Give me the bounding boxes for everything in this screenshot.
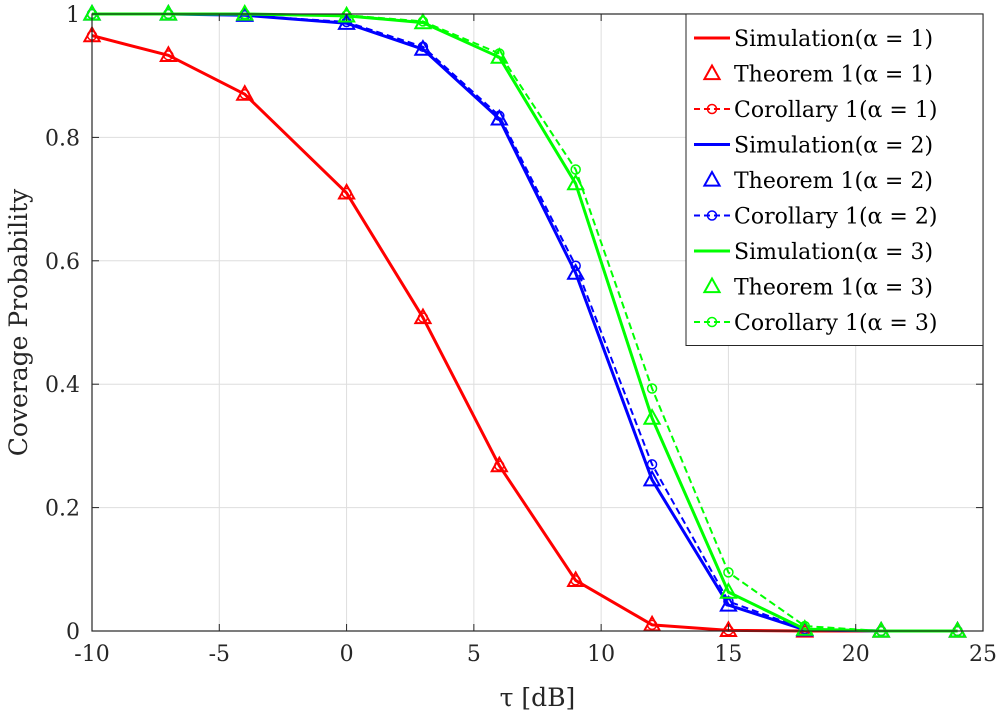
legend-entry: Theorem 1(α = 3) <box>702 276 933 301</box>
legend-label: Corollary 1(α = 1) <box>734 98 937 123</box>
legend-triangle-marker <box>702 169 722 187</box>
y-tick-label: 0.6 <box>45 250 80 275</box>
legend-entry: Simulation(α = 1) <box>694 27 933 52</box>
x-tick-label: 20 <box>842 642 870 667</box>
y-tick-label: 0.2 <box>45 497 80 522</box>
circle-marker <box>723 567 734 578</box>
legend-entry: Corollary 1(α = 1) <box>694 98 937 123</box>
triangle-marker <box>235 84 255 101</box>
y-tick-label: 1 <box>66 3 80 28</box>
triangle-marker <box>566 263 585 280</box>
triangle-marker <box>642 408 662 425</box>
x-tick-label: 0 <box>340 642 354 667</box>
tick-labels: -10 -5 0 5 10 15 20 25 0 0.2 0.4 0.6 0.8 1 <box>45 3 997 667</box>
y-axis-label: Coverage Probability <box>4 188 33 456</box>
triangle-marker <box>642 469 662 487</box>
triangle-marker <box>490 47 509 64</box>
legend-entry: Theorem 1(α = 2) <box>702 169 933 194</box>
legend-triangle-marker <box>702 63 722 81</box>
x-tick-label: -5 <box>209 642 230 667</box>
x-tick-label: -10 <box>74 642 109 667</box>
y-tick-label: 0 <box>66 620 80 645</box>
legend-circle-marker <box>706 210 718 221</box>
x-tick-label: 5 <box>467 642 481 667</box>
legend: Simulation(α = 1) Theorem 1(α = 1) Corolla… <box>685 13 984 346</box>
triangle-marker <box>719 620 738 637</box>
triangle-marker <box>159 3 178 21</box>
triangle-marker <box>235 3 255 21</box>
legend-label: Corollary 1(α = 2) <box>734 205 937 230</box>
legend-entry: Theorem 1(α = 1) <box>702 63 933 88</box>
triangle-marker <box>337 182 356 200</box>
legend-label: Corollary 1(α = 3) <box>734 311 937 336</box>
x-axis-label: τ [dB] <box>500 683 576 712</box>
legend-label: Theorem 1(α = 3) <box>734 276 933 301</box>
y-tick-label: 0.4 <box>45 373 80 398</box>
series-7 <box>82 3 967 638</box>
legend-entry: Corollary 1(α = 3) <box>694 311 937 336</box>
legend-label: Simulation(α = 1) <box>734 27 933 52</box>
triangle-marker <box>413 39 433 56</box>
triangle-marker <box>719 595 738 612</box>
legend-entry: Corollary 1(α = 2) <box>694 205 937 230</box>
legend-circle-marker <box>706 316 718 328</box>
triangle-marker <box>337 5 356 23</box>
triangle-marker <box>490 108 509 126</box>
triangle-marker <box>795 619 815 636</box>
circle-marker <box>646 383 658 394</box>
legend-label: Theorem 1(α = 1) <box>734 63 933 88</box>
triangle-marker <box>566 570 585 588</box>
triangle-marker <box>871 620 891 638</box>
legend-entry: Simulation(α = 2) <box>694 134 933 159</box>
legend-label: Theorem 1(α = 2) <box>734 169 933 194</box>
x-tick-label: 15 <box>714 642 742 667</box>
legend-triangle-marker <box>702 276 722 294</box>
x-tick-label: 25 <box>969 642 997 667</box>
legend-label: Simulation(α = 2) <box>734 134 933 159</box>
y-tick-label: 0.8 <box>45 126 80 151</box>
x-tick-label: 10 <box>587 642 615 667</box>
triangle-marker <box>413 307 433 325</box>
legend-circle-marker <box>706 103 718 115</box>
triangle-marker <box>948 620 967 638</box>
legend-entry: Simulation(α = 3) <box>694 240 933 265</box>
triangle-marker <box>413 12 433 30</box>
triangle-marker <box>490 455 509 473</box>
legend-label: Simulation(α = 3) <box>734 240 933 265</box>
legend-box <box>685 13 984 346</box>
triangle-marker <box>566 173 585 191</box>
triangle-marker <box>159 45 178 62</box>
triangle-marker <box>719 582 738 599</box>
series-line <box>92 13 958 632</box>
